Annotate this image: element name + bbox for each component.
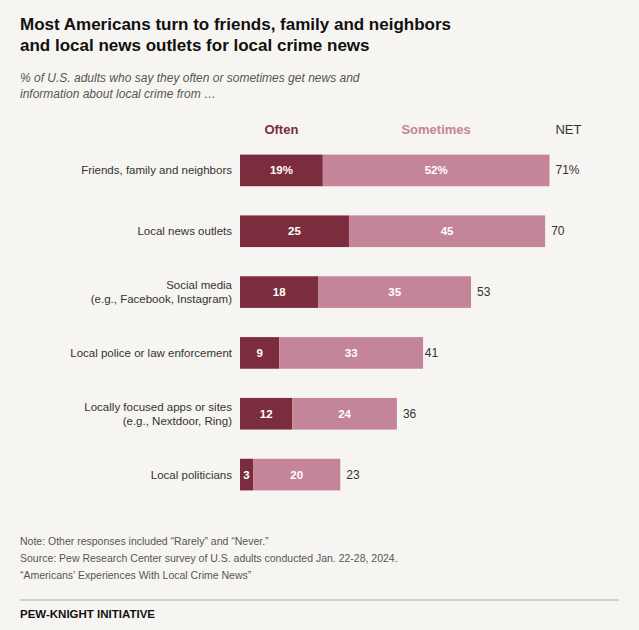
bar: [349, 215, 545, 247]
text-line: and local news outlets for local crime n…: [20, 36, 370, 55]
bar: [240, 398, 292, 430]
title: Most Americans turn to friends, family a…: [20, 15, 451, 55]
data-label: 9: [256, 347, 262, 359]
net-label: 36: [403, 407, 417, 421]
data-label: 24: [338, 408, 351, 420]
net-label: 53: [477, 285, 491, 299]
text-line: Social media: [166, 279, 232, 291]
category-label: Local news outlets: [137, 225, 232, 237]
bar: [240, 276, 318, 308]
subtitle: % of U.S. adults who say they often or s…: [20, 71, 360, 101]
category-label: Local police or law enforcement: [70, 347, 233, 359]
series-header: Often: [264, 122, 298, 137]
net-label: 70: [551, 224, 565, 238]
bar: [292, 398, 397, 430]
net-label: 41: [425, 346, 439, 360]
data-label: 35: [388, 286, 401, 298]
bar: [279, 337, 423, 369]
series-header: Sometimes: [401, 122, 470, 137]
text-line: Most Americans turn to friends, family a…: [20, 15, 451, 34]
footer: PEW-KNIGHT INITIATIVE: [20, 608, 155, 620]
background: [0, 0, 639, 630]
net-label: 23: [346, 468, 360, 482]
data-label: 20: [290, 469, 303, 481]
text-line: Local news outlets: [137, 225, 232, 237]
text-line: Local police or law enforcement: [70, 347, 233, 359]
text-line: Local politicians: [151, 469, 232, 481]
data-label: 33: [345, 347, 358, 359]
bar: [240, 155, 323, 187]
net-header: NET: [555, 122, 581, 137]
category-label: Local politicians: [151, 469, 232, 481]
data-label: 3: [243, 469, 249, 481]
data-label: 18: [273, 286, 286, 298]
data-label: 12: [260, 408, 273, 420]
note: Source: Pew Research Center survey of U.…: [20, 552, 398, 564]
footer-rule: [20, 600, 619, 601]
net-label: 71%: [555, 163, 579, 177]
data-label: 25: [288, 225, 301, 237]
bar: [253, 459, 340, 491]
data-label: 45: [441, 225, 454, 237]
text-line: Friends, family and neighbors: [81, 164, 232, 176]
labels: 19% 52% 71% Friends, family and neighbors 25…: [70, 122, 581, 482]
note: “Americans’ Experiences With Local Crime…: [20, 569, 252, 581]
text-line: information about local crime from …: [20, 87, 216, 101]
data-label: 19%: [270, 164, 293, 176]
bar: [318, 276, 471, 308]
bar: [240, 215, 349, 247]
category-label: Friends, family and neighbors: [81, 164, 232, 176]
text-line: % of U.S. adults who say they often or s…: [20, 71, 360, 85]
chart: Most Americans turn to friends, family a…: [0, 0, 639, 630]
category-label: Social media (e.g., Facebook, Instagram): [91, 279, 233, 305]
bars: [240, 155, 549, 491]
text-line: Locally focused apps or sites: [84, 401, 232, 413]
note: Note: Other responses included “Rarely” …: [20, 535, 269, 547]
bar: [240, 337, 279, 369]
bar: [240, 459, 253, 491]
bar: [323, 155, 550, 187]
text-line: (e.g., Facebook, Instagram): [91, 293, 232, 305]
data-label: 52%: [425, 164, 448, 176]
category-label: Locally focused apps or sites (e.g., Next…: [84, 401, 232, 427]
page: {"chart_data": { "type": "bar", "orienta…: [0, 0, 639, 630]
text-line: (e.g., Nextdoor, Ring): [123, 415, 232, 427]
